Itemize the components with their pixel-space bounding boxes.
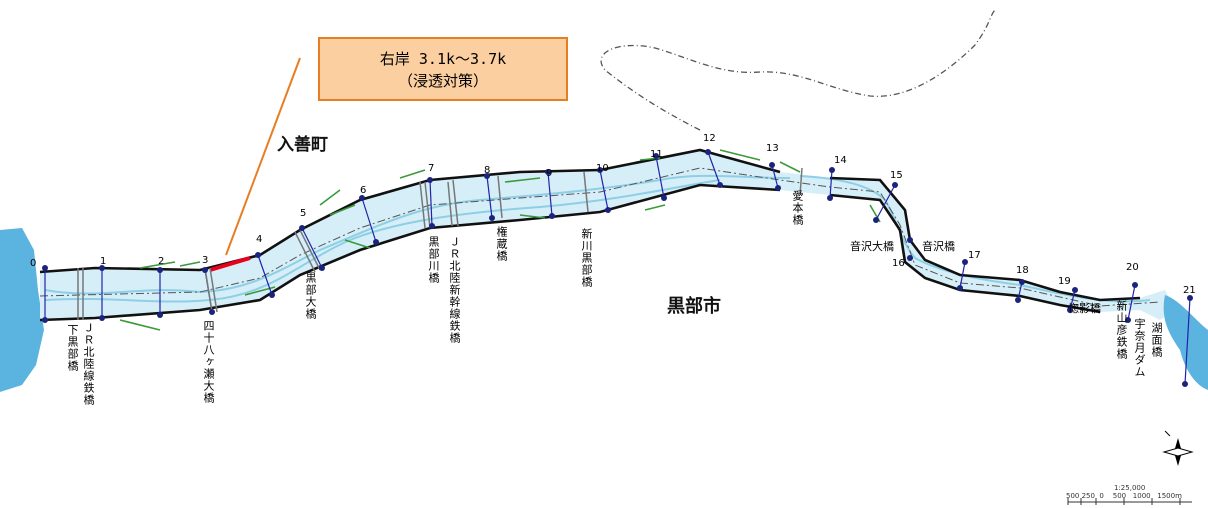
km-marker: 12	[703, 133, 716, 144]
km-marker: 1	[100, 256, 107, 267]
km-marker: 15	[890, 170, 903, 181]
km-marker: 6	[360, 185, 367, 196]
bridge-label-jr-hokuriku: ＪＲ北陸線鉄橋	[82, 322, 95, 406]
km-marker: 17	[968, 250, 981, 261]
town-kurobe: 黒部市	[667, 296, 721, 317]
bridge-label-komen: 湖面橋	[1150, 322, 1163, 358]
green-dikes	[119, 149, 881, 331]
town-nyuzen: 入善町	[277, 135, 328, 155]
scale-ratio: 1:25,000	[1114, 484, 1146, 492]
bridge-label-shimokurobe: 下黒部橋	[66, 324, 79, 372]
north-arrow-icon	[1162, 430, 1194, 466]
km-marker: 8	[484, 165, 491, 176]
section-dots	[42, 149, 1193, 387]
km-marker: 5	[300, 208, 307, 219]
bridge-label-kurobegawa: 黒部川橋	[427, 236, 440, 284]
bridge-label-otosawa: 音沢橋	[922, 240, 955, 253]
bridge-label-unazuki-dam: 宇奈月ダム	[1133, 318, 1146, 378]
scale-ticks: 500 250 0 500 1000 1500m	[1066, 492, 1182, 500]
boundary-line	[600, 9, 996, 131]
bridge-label-shinkawa-kurobe: 新川黒部橋	[580, 228, 593, 288]
seepage-section-highlight	[209, 256, 251, 272]
km-marker: 2	[158, 256, 165, 267]
bridge-label-sokage: 愡影橋	[1068, 302, 1101, 315]
km-marker: 16	[892, 258, 905, 269]
km-marker: 18	[1016, 265, 1029, 276]
scale-bar	[1067, 498, 1192, 505]
km-marker: 7	[428, 163, 435, 174]
callout-measure: （浸透対策）	[397, 72, 488, 90]
river-centerline	[39, 167, 1161, 307]
callout-section: 右岸 3.1k～3.7k	[379, 50, 507, 68]
km-marker: 10	[596, 163, 609, 174]
bridge-label-kurobe-ohashi: 黒部大橋	[304, 272, 317, 320]
river-channel	[40, 150, 1175, 320]
callout-box: 右岸 3.1k～3.7k （浸透対策）	[318, 37, 568, 101]
km-marker: 14	[834, 155, 847, 166]
km-marker: 11	[650, 149, 663, 160]
km-marker: 4	[256, 234, 263, 245]
sea	[0, 228, 44, 392]
km-marker: 13	[766, 143, 779, 154]
bridge-label-gonzo: 権蔵橋	[495, 226, 508, 262]
bridge-label-aimoto: 愛本橋	[791, 190, 804, 226]
bridge-label-otosawa-ohashi: 音沢大橋	[850, 240, 894, 253]
callout-leader-line	[225, 57, 301, 256]
km-marker: 20	[1126, 262, 1139, 273]
km-marker: 3	[202, 255, 209, 266]
km-marker: 19	[1058, 276, 1071, 287]
bridge-label-shinyamahiko: 新山彦鉄橋	[1115, 300, 1128, 360]
bridge-label-yotsujuhasse: 四十八ヶ瀬大橋	[202, 320, 215, 404]
km-marker: 0	[30, 258, 37, 269]
bridges	[77, 167, 803, 320]
km-marker: 21	[1183, 285, 1196, 296]
reservoir	[1163, 295, 1208, 390]
bridge-label-shinkansen: ＪＲ北陸新幹線鉄橋	[448, 236, 461, 344]
km-marker: 9	[546, 168, 553, 179]
